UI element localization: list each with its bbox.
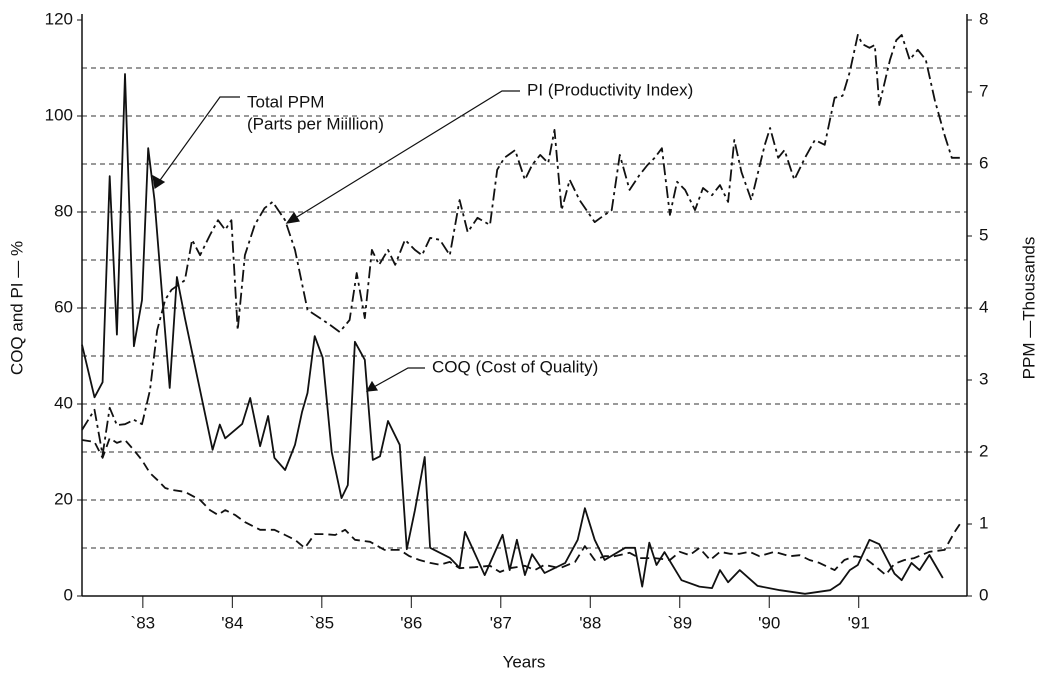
y2-tick-label: 1 — [979, 513, 988, 532]
y-tick-label: 0 — [64, 585, 73, 604]
y2-tick-label: 4 — [979, 297, 988, 316]
annotation: Total PPM — [247, 92, 324, 111]
x-tick-label: '84 — [221, 613, 243, 632]
y2-tick-label: 6 — [979, 153, 988, 172]
y2-tick-label: 0 — [979, 585, 988, 604]
x-tick-label: `83 — [131, 613, 156, 632]
arrowhead — [285, 211, 300, 224]
x-tick-label: '87 — [490, 613, 512, 632]
y-tick-label: 60 — [54, 297, 73, 316]
annotation: (Parts per Miillion) — [247, 114, 384, 133]
y2-tick-label: 8 — [979, 9, 988, 28]
y-tick-label: 80 — [54, 201, 73, 220]
x-tick-label: '86 — [400, 613, 422, 632]
y2-axis-label: PPM —Thousands — [1019, 237, 1038, 380]
y-tick-label: 120 — [45, 9, 73, 28]
data-line — [81, 73, 944, 595]
x-tick-label: `89 — [667, 613, 692, 632]
x-tick-label: '88 — [579, 613, 601, 632]
y2-tick-label: 2 — [979, 441, 988, 460]
arrow-ppm — [157, 96, 240, 184]
x-tick-label: `85 — [310, 613, 335, 632]
arrowhead — [152, 174, 166, 190]
annotation: PI (Productivity Index) — [527, 80, 693, 99]
x-tick-label: '91 — [848, 613, 870, 632]
y-tick-label: 40 — [54, 393, 73, 412]
x-tick-label: '90 — [758, 613, 780, 632]
y2-tick-label: 7 — [979, 81, 988, 100]
data-line — [81, 437, 964, 576]
data-line — [81, 34, 960, 456]
annotation-arrows — [152, 90, 520, 392]
arrowhead — [365, 380, 379, 392]
y-tick-label: 20 — [54, 489, 73, 508]
y-axis-label: COQ and PI — % — [7, 241, 26, 375]
x-axis-label: Years — [503, 652, 546, 671]
y2-tick-label: 5 — [979, 225, 988, 244]
arrow-pi — [291, 90, 520, 221]
y-tick-label: 100 — [45, 105, 73, 124]
annotation: COQ (Cost of Quality) — [432, 357, 598, 376]
y2-tick-label: 3 — [979, 369, 988, 388]
arrow-coq — [371, 367, 425, 389]
